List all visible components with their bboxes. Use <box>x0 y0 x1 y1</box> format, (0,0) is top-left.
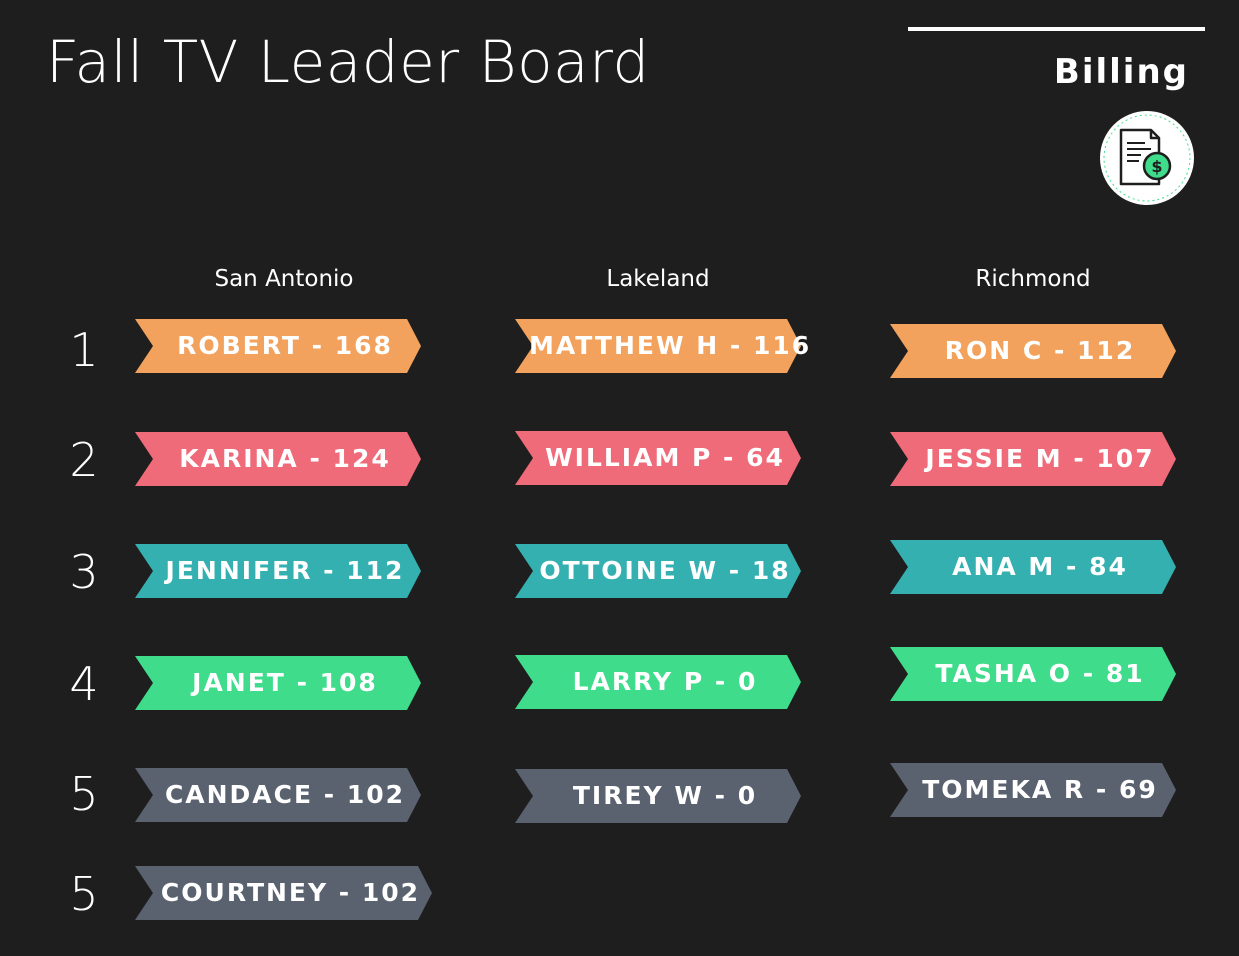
leader-name-score: JANET - 108 <box>192 668 378 697</box>
column-header-san-antonio: San Antonio <box>214 266 354 292</box>
leader-name-score: RON C - 112 <box>944 336 1136 365</box>
banner-shape <box>515 319 801 373</box>
banner-shape <box>515 655 801 709</box>
banner-shape <box>890 324 1176 378</box>
banner-shape <box>135 768 421 822</box>
leader-name-score: CANDACE - 102 <box>164 780 406 809</box>
billing-icon: $ <box>1099 110 1195 206</box>
banner-shape <box>890 647 1176 701</box>
leader-tag: ANA M - 84 <box>890 540 1176 594</box>
leader-name-score: OTTOINE W - 18 <box>539 556 791 585</box>
rank-number: 5 <box>69 867 99 921</box>
leader-tag: RON C - 112 <box>890 324 1176 378</box>
leader-tag: CANDACE - 102 <box>135 768 421 822</box>
leader-tag: COURTNEY - 102 <box>135 866 432 920</box>
banner-shape <box>135 544 421 598</box>
rank-number: 1 <box>69 323 99 377</box>
leader-name-score: WILLIAM P - 64 <box>545 443 785 472</box>
rank-number: 5 <box>69 767 99 821</box>
leader-tag: ROBERT - 168 <box>135 319 421 373</box>
leader-tag: OTTOINE W - 18 <box>515 544 801 598</box>
banner-shape <box>135 319 421 373</box>
banner-shape <box>515 544 801 598</box>
leader-name-score: ANA M - 84 <box>952 552 1128 581</box>
banner-shape <box>135 656 421 710</box>
leader-name-score: KARINA - 124 <box>179 444 391 473</box>
leader-name-score: TASHA O - 81 <box>935 659 1145 688</box>
header-rule <box>908 27 1205 31</box>
leader-tag: TOMEKA R - 69 <box>890 763 1176 817</box>
leader-name-score: TIREY W - 0 <box>572 781 758 810</box>
banner-shape <box>890 432 1176 486</box>
rank-number: 3 <box>69 545 99 599</box>
leader-tag: TIREY W - 0 <box>515 769 801 823</box>
leader-tag: JANET - 108 <box>135 656 421 710</box>
page-title: Fall TV Leader Board <box>46 28 650 96</box>
leader-tag: LARRY P - 0 <box>515 655 801 709</box>
leader-name-score: MATTHEW H - 116 <box>529 331 812 360</box>
leader-tag: TASHA O - 81 <box>890 647 1176 701</box>
leader-name-score: JENNIFER - 112 <box>165 556 405 585</box>
banner-shape <box>515 769 801 823</box>
leader-name-score: ROBERT - 168 <box>177 331 393 360</box>
svg-text:$: $ <box>1151 157 1162 176</box>
column-header-lakeland: Lakeland <box>606 266 710 292</box>
leader-name-score: COURTNEY - 102 <box>160 878 421 907</box>
banner-shape <box>135 866 432 920</box>
column-header-richmond: Richmond <box>975 266 1091 292</box>
banner-shape <box>890 763 1176 817</box>
leader-tag: WILLIAM P - 64 <box>515 431 801 485</box>
leader-tag: KARINA - 124 <box>135 432 421 486</box>
leader-name-score: TOMEKA R - 69 <box>922 775 1158 804</box>
leader-tag: MATTHEW H - 116 <box>515 319 812 373</box>
rank-number: 4 <box>69 657 99 711</box>
banner-shape <box>515 431 801 485</box>
leader-name-score: LARRY P - 0 <box>572 667 758 696</box>
banner-shape <box>135 432 421 486</box>
category-label: Billing <box>1053 52 1189 92</box>
leader-name-score: JESSIE M - 107 <box>925 444 1155 473</box>
leader-tag: JESSIE M - 107 <box>890 432 1176 486</box>
rank-number: 2 <box>69 433 99 487</box>
banner-shape <box>890 540 1176 594</box>
leader-tag: JENNIFER - 112 <box>135 544 421 598</box>
